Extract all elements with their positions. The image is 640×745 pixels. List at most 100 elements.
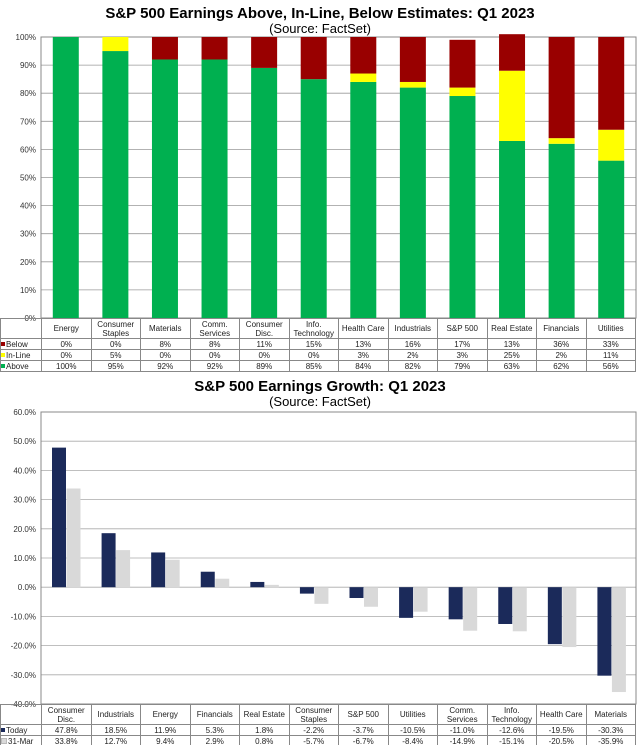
bar-31-mar-8 bbox=[463, 587, 478, 631]
category-label: Utilities bbox=[585, 318, 636, 339]
category-label: S&P 500 bbox=[437, 318, 488, 339]
bar-31-mar-3 bbox=[215, 578, 230, 588]
bar-today-8 bbox=[448, 587, 463, 620]
data-label: 5% bbox=[90, 349, 141, 361]
bar-31-mar-6 bbox=[364, 587, 378, 607]
bar-above-8 bbox=[449, 96, 476, 318]
bar-in-line-10 bbox=[548, 138, 575, 144]
y-tick-label: 90% bbox=[20, 61, 36, 70]
bar-today-10 bbox=[547, 587, 562, 645]
chart2-subtitle: (Source: FactSet) bbox=[269, 394, 371, 409]
bar-today-7 bbox=[399, 587, 414, 618]
y-tick-label: 20% bbox=[20, 258, 36, 267]
category-label: Info. Technology bbox=[288, 318, 339, 339]
bar-in-line-9 bbox=[499, 70, 526, 141]
bar-31-mar-2 bbox=[165, 559, 180, 588]
bar-today-0 bbox=[52, 447, 66, 588]
data-label: 1.8% bbox=[239, 724, 290, 736]
data-label: 16% bbox=[387, 338, 438, 350]
data-label: 2% bbox=[387, 349, 438, 361]
data-label: 15% bbox=[288, 338, 339, 350]
data-label: 36% bbox=[536, 338, 587, 350]
data-label: 5.3% bbox=[189, 724, 240, 736]
bar-above-5 bbox=[300, 79, 327, 319]
chart2-data-table: Consumer Disc. Industrials Energy Financial… bbox=[0, 704, 636, 745]
category-label: Consumer Disc. bbox=[239, 318, 290, 339]
data-label: 33.8% bbox=[41, 735, 92, 745]
bar-below-2 bbox=[151, 37, 178, 60]
bar-in-line-11 bbox=[598, 129, 625, 161]
data-label: 0% bbox=[41, 338, 92, 350]
category-label: Consumer Staples bbox=[90, 318, 141, 339]
y-tick-label: 30% bbox=[20, 230, 36, 239]
data-label: 0.8% bbox=[239, 735, 290, 745]
table-row: 31-Mar 33.8% 12.7% 9.4% 2.9% 0.8% -5.7% -6.7% -8… bbox=[0, 735, 636, 745]
category-label: Energy bbox=[41, 318, 92, 339]
data-label: 0% bbox=[90, 338, 141, 350]
data-label: -11.0% bbox=[437, 724, 488, 736]
data-label: 12.7% bbox=[90, 735, 141, 745]
y-tick-label: 10.0% bbox=[13, 554, 36, 563]
category-label: Health Care bbox=[536, 704, 587, 725]
data-label: 17% bbox=[437, 338, 488, 350]
category-label: Industrials bbox=[387, 318, 438, 339]
table-row: In-Line 0% 5% 0% 0% 0% 0% 3% 2% 3% 25% 2% 11% bbox=[0, 349, 636, 361]
y-tick-label: 100% bbox=[16, 33, 36, 42]
category-label: Financials bbox=[536, 318, 587, 339]
data-label: 3% bbox=[437, 349, 488, 361]
data-label: -5.7% bbox=[288, 735, 339, 745]
bar-today-4 bbox=[250, 581, 265, 588]
chart1-data-table: Energy Consumer Staples Materials Comm. Ser… bbox=[0, 318, 636, 372]
category-label: Real Estate bbox=[486, 318, 537, 339]
data-label: -19.5% bbox=[536, 724, 587, 736]
data-label: 63% bbox=[486, 360, 537, 372]
category-label: Consumer Disc. bbox=[41, 704, 92, 725]
data-label: 82% bbox=[387, 360, 438, 372]
y-tick-label: 60.0% bbox=[13, 408, 36, 417]
data-label: 2.9% bbox=[189, 735, 240, 745]
data-label: -8.4% bbox=[387, 735, 438, 745]
bar-above-9 bbox=[499, 140, 526, 318]
y-tick-label: 40.0% bbox=[13, 466, 36, 475]
data-label: 8% bbox=[189, 338, 240, 350]
data-label: 8% bbox=[140, 338, 191, 350]
category-label: Comm. Services bbox=[189, 318, 240, 339]
legend-entry: Today bbox=[0, 724, 42, 736]
category-label: Materials bbox=[585, 704, 636, 725]
y-tick-label: 40% bbox=[20, 202, 36, 211]
data-label: 13% bbox=[338, 338, 389, 350]
y-tick-label: 70% bbox=[20, 117, 36, 126]
bar-31-mar-11 bbox=[611, 587, 626, 693]
category-label: Financials bbox=[189, 704, 240, 725]
chart1-title: S&P 500 Earnings Above, In-Line, Below E… bbox=[105, 5, 535, 22]
data-label: 3% bbox=[338, 349, 389, 361]
bar-today-2 bbox=[151, 552, 166, 588]
y-tick-label: 10% bbox=[20, 286, 36, 295]
legend-entry: Below bbox=[0, 338, 42, 350]
data-label: 11.9% bbox=[140, 724, 191, 736]
bar-31-mar-7 bbox=[413, 587, 428, 612]
y-tick-label: 80% bbox=[20, 89, 36, 98]
bar-below-3 bbox=[201, 37, 228, 60]
data-label: 79% bbox=[437, 360, 488, 372]
bar-above-10 bbox=[548, 143, 575, 318]
category-label: Utilities bbox=[387, 704, 438, 725]
data-label: -10.5% bbox=[387, 724, 438, 736]
data-label: 62% bbox=[536, 360, 587, 372]
data-label: 11% bbox=[585, 349, 636, 361]
data-label: 47.8% bbox=[41, 724, 92, 736]
bar-today-3 bbox=[200, 571, 215, 588]
data-label: -20.5% bbox=[536, 735, 587, 745]
bar-today-9 bbox=[498, 587, 513, 624]
bar-above-11 bbox=[598, 160, 625, 318]
bar-below-10 bbox=[548, 37, 575, 139]
legend-swatch-icon bbox=[1, 342, 5, 347]
y-tick-label: 0.0% bbox=[18, 583, 36, 592]
data-label: 33% bbox=[585, 338, 636, 350]
data-label: -14.9% bbox=[437, 735, 488, 745]
chart1-subtitle: (Source: FactSet) bbox=[269, 21, 371, 36]
bar-below-11 bbox=[598, 37, 625, 130]
series-name: Today bbox=[6, 725, 28, 735]
table-row: Below 0% 0% 8% 8% 11% 15% 13% 16% 17% 13% 36% 33% bbox=[0, 338, 636, 350]
data-label: 89% bbox=[239, 360, 290, 372]
